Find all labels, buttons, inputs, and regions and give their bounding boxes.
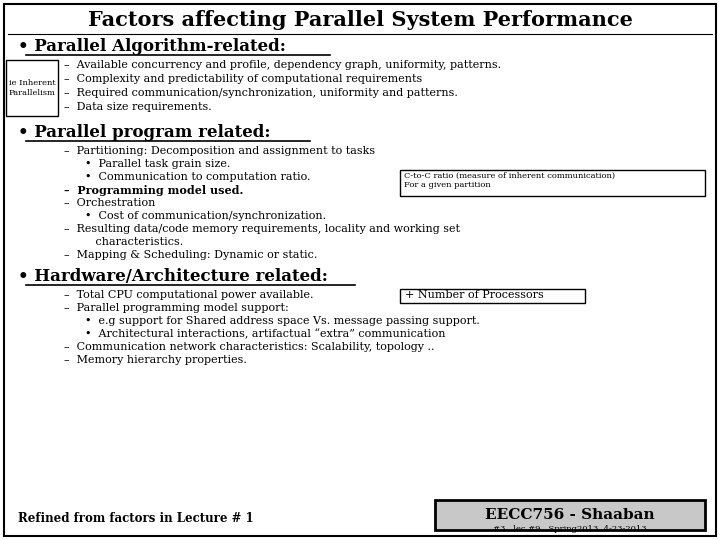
Bar <box>435 500 705 530</box>
Text: –  Memory hierarchy properties.: – Memory hierarchy properties. <box>64 355 247 365</box>
Text: •  Communication to computation ratio.: • Communication to computation ratio. <box>64 172 310 182</box>
Bar <box>400 170 705 196</box>
Bar <box>400 289 585 303</box>
Text: • Parallel program related:: • Parallel program related: <box>18 124 271 141</box>
Text: ie Inherent
Parallelism: ie Inherent Parallelism <box>9 79 55 97</box>
Text: –  Communication network characteristics: Scalability, topology ..: – Communication network characteristics:… <box>64 342 434 352</box>
Text: –  Partitioning: Decomposition and assignment to tasks: – Partitioning: Decomposition and assign… <box>64 146 375 156</box>
Text: –  Mapping & Scheduling: Dynamic or static.: – Mapping & Scheduling: Dynamic or stati… <box>64 250 318 260</box>
Text: –  Parallel programming model support:: – Parallel programming model support: <box>64 303 289 313</box>
Text: –  Data size requirements.: – Data size requirements. <box>64 102 212 112</box>
Text: –  Orchestration: – Orchestration <box>64 198 156 208</box>
Text: –  Available concurrency and profile, dependency graph, uniformity, patterns.: – Available concurrency and profile, dep… <box>64 60 501 70</box>
Text: –  Required communication/synchronization, uniformity and patterns.: – Required communication/synchronization… <box>64 88 458 98</box>
Text: + Number of Processors: + Number of Processors <box>405 290 544 300</box>
Text: C-to-C ratio (measure of inherent communication)
For a given partition: C-to-C ratio (measure of inherent commun… <box>404 172 615 189</box>
Text: –  Complexity and predictability of computational requirements: – Complexity and predictability of compu… <box>64 74 422 84</box>
Text: •  Parallel task grain size.: • Parallel task grain size. <box>64 159 230 169</box>
Text: –  Resulting data/code memory requirements, locality and working set: – Resulting data/code memory requirement… <box>64 224 460 234</box>
Text: •  Cost of communication/synchronization.: • Cost of communication/synchronization. <box>64 211 326 221</box>
Text: EECC756 - Shaaban: EECC756 - Shaaban <box>485 508 654 522</box>
Text: • Parallel Algorithm-related:: • Parallel Algorithm-related: <box>18 38 286 55</box>
Text: characteristics.: characteristics. <box>64 237 184 247</box>
Bar <box>6 60 58 116</box>
Text: #3   lec #9   Spring2013  4-23-2013: #3 lec #9 Spring2013 4-23-2013 <box>493 525 647 533</box>
Text: •  e.g support for Shared address space Vs. message passing support.: • e.g support for Shared address space V… <box>64 316 480 326</box>
Text: •  Architectural interactions, artifactual “extra” communication: • Architectural interactions, artifactua… <box>64 329 446 340</box>
Text: –  Total CPU computational power available.: – Total CPU computational power availabl… <box>64 290 313 300</box>
Text: Factors affecting Parallel System Performance: Factors affecting Parallel System Perfor… <box>88 10 632 30</box>
Text: • Hardware/Architecture related:: • Hardware/Architecture related: <box>18 268 328 285</box>
Text: –  Programming model used.: – Programming model used. <box>64 185 243 196</box>
Text: Refined from factors in Lecture # 1: Refined from factors in Lecture # 1 <box>18 512 253 525</box>
